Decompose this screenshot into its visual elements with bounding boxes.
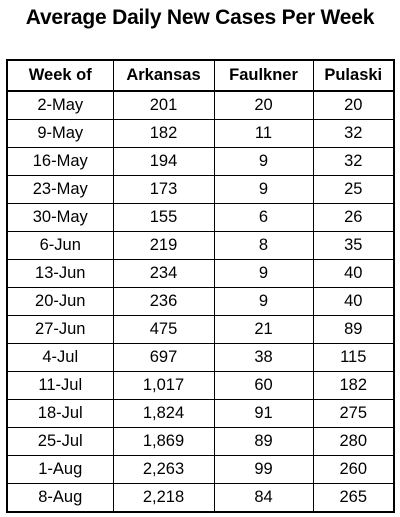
faulkner-cell: 9 xyxy=(213,175,314,204)
week-cell: 16-May xyxy=(6,147,114,176)
pulaski-cell: 20 xyxy=(312,90,395,120)
faulkner-cell: 8 xyxy=(213,231,314,260)
faulkner-cell: 20 xyxy=(213,90,314,120)
week-cell: 9-May xyxy=(6,119,114,148)
table-row: 1-Aug 2,263 99 260 xyxy=(6,455,395,484)
week-cell: 18-Jul xyxy=(6,399,114,428)
week-cell: 4-Jul xyxy=(6,343,114,372)
pulaski-cell: 115 xyxy=(312,343,395,372)
table-row: 6-Jun 219 8 35 xyxy=(6,231,395,260)
week-cell: 11-Jul xyxy=(6,371,114,400)
table-row: 25-Jul 1,869 89 280 xyxy=(6,427,395,456)
table-row: 18-Jul 1,824 91 275 xyxy=(6,399,395,428)
week-cell: 1-Aug xyxy=(6,455,114,484)
arkansas-cell: 234 xyxy=(112,259,215,288)
pulaski-cell: 280 xyxy=(312,427,395,456)
week-cell: 25-Jul xyxy=(6,427,114,456)
table-row: 11-Jul 1,017 60 182 xyxy=(6,371,395,400)
faulkner-cell: 9 xyxy=(213,259,314,288)
table-row: 23-May 173 9 25 xyxy=(6,175,395,204)
pulaski-cell: 32 xyxy=(312,119,395,148)
arkansas-cell: 201 xyxy=(112,90,215,120)
table-row: 2-May 201 20 20 xyxy=(6,90,395,120)
table-title: Average Daily New Cases Per Week xyxy=(25,6,375,29)
column-header-week: Week of xyxy=(6,59,114,92)
arkansas-cell: 194 xyxy=(112,147,215,176)
faulkner-cell: 9 xyxy=(213,287,314,316)
week-cell: 2-May xyxy=(6,90,114,120)
week-cell: 20-Jun xyxy=(6,287,114,316)
pulaski-cell: 32 xyxy=(312,147,395,176)
faulkner-cell: 91 xyxy=(213,399,314,428)
week-cell: 13-Jun xyxy=(6,259,114,288)
table-row: 13-Jun 234 9 40 xyxy=(6,259,395,288)
column-header-faulkner: Faulkner xyxy=(213,59,314,92)
faulkner-cell: 11 xyxy=(213,119,314,148)
table-row: 16-May 194 9 32 xyxy=(6,147,395,176)
pulaski-cell: 25 xyxy=(312,175,395,204)
arkansas-cell: 182 xyxy=(112,119,215,148)
week-cell: 27-Jun xyxy=(6,315,114,344)
week-cell: 8-Aug xyxy=(6,483,114,513)
pulaski-cell: 40 xyxy=(312,259,395,288)
table-body: 2-May 201 20 20 9-May 182 11 32 16-May 194 9 32 23-M… xyxy=(6,90,395,513)
arkansas-cell: 475 xyxy=(112,315,215,344)
table-row: 20-Jun 236 9 40 xyxy=(6,287,395,316)
arkansas-cell: 155 xyxy=(112,203,215,232)
faulkner-cell: 21 xyxy=(213,315,314,344)
arkansas-cell: 1,017 xyxy=(112,371,215,400)
arkansas-cell: 219 xyxy=(112,231,215,260)
faulkner-cell: 89 xyxy=(213,427,314,456)
table-row: 27-Jun 475 21 89 xyxy=(6,315,395,344)
pulaski-cell: 89 xyxy=(312,315,395,344)
pulaski-cell: 35 xyxy=(312,231,395,260)
table-row: 30-May 155 6 26 xyxy=(6,203,395,232)
faulkner-cell: 9 xyxy=(213,147,314,176)
arkansas-cell: 1,824 xyxy=(112,399,215,428)
column-header-pulaski: Pulaski xyxy=(312,59,395,92)
table-row: 8-Aug 2,218 84 265 xyxy=(6,483,395,513)
arkansas-cell: 236 xyxy=(112,287,215,316)
faulkner-cell: 84 xyxy=(213,483,314,513)
pulaski-cell: 275 xyxy=(312,399,395,428)
faulkner-cell: 99 xyxy=(213,455,314,484)
header-row: Week of Arkansas Faulkner Pulaski xyxy=(6,59,395,92)
arkansas-cell: 1,869 xyxy=(112,427,215,456)
arkansas-cell: 697 xyxy=(112,343,215,372)
table-row: 4-Jul 697 38 115 xyxy=(6,343,395,372)
arkansas-cell: 2,218 xyxy=(112,483,215,513)
arkansas-cell: 2,263 xyxy=(112,455,215,484)
faulkner-cell: 38 xyxy=(213,343,314,372)
pulaski-cell: 182 xyxy=(312,371,395,400)
arkansas-cell: 173 xyxy=(112,175,215,204)
pulaski-cell: 26 xyxy=(312,203,395,232)
week-cell: 6-Jun xyxy=(6,231,114,260)
week-cell: 30-May xyxy=(6,203,114,232)
pulaski-cell: 260 xyxy=(312,455,395,484)
table-row: 9-May 182 11 32 xyxy=(6,119,395,148)
week-cell: 23-May xyxy=(6,175,114,204)
pulaski-cell: 40 xyxy=(312,287,395,316)
faulkner-cell: 6 xyxy=(213,203,314,232)
faulkner-cell: 60 xyxy=(213,371,314,400)
cases-table: Week of Arkansas Faulkner Pulaski 2-May 2… xyxy=(6,59,395,513)
pulaski-cell: 265 xyxy=(312,483,395,513)
column-header-arkansas: Arkansas xyxy=(112,59,215,92)
